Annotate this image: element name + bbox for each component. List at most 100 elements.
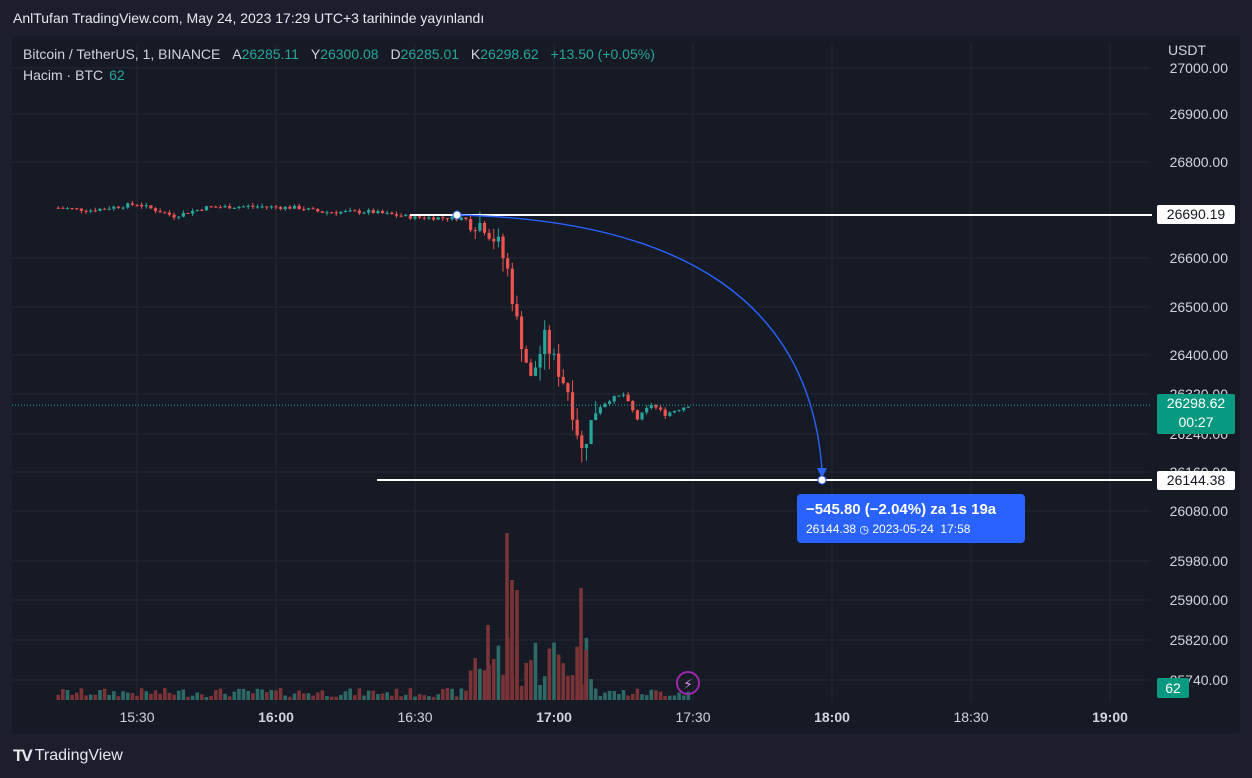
volume-bar (385, 692, 389, 700)
volume-spike (584, 650, 588, 700)
candle-body (292, 205, 297, 209)
candle-body (524, 349, 528, 363)
volume-bar (200, 694, 204, 700)
volume-bar (399, 696, 403, 700)
legend-symbol[interactable]: Bitcoin / TetherUS, 1, BINANCE (23, 46, 221, 62)
measure-arrowhead (817, 468, 827, 478)
x-tick-label: 16:30 (397, 709, 432, 725)
candle-body (413, 216, 417, 219)
volume-bar (70, 694, 74, 700)
volume-bar (491, 659, 496, 700)
volume-bar (93, 694, 98, 700)
volume-bar (348, 688, 352, 700)
volume-spike (505, 533, 509, 700)
volume-bar (431, 696, 436, 700)
volume-bar (269, 689, 274, 700)
volume-bar (575, 646, 579, 700)
candle-body (316, 208, 320, 212)
candle-body (594, 413, 598, 421)
volume-bar (116, 696, 121, 700)
candle-body (584, 443, 589, 448)
volume-bar (255, 688, 260, 700)
candle-body (163, 212, 167, 214)
candle-body (348, 210, 352, 212)
lightning-icon-glyph: ⚡ (683, 677, 693, 693)
legend-volume-row: Hacim · BTC 62 (23, 66, 655, 87)
volume-bar (112, 691, 116, 700)
candle-body (191, 210, 195, 214)
y-tick-label: 26080.00 (1170, 503, 1229, 519)
volume-bar (677, 692, 681, 700)
candle-body (260, 206, 264, 208)
candle-body (380, 211, 385, 214)
candle-body (631, 401, 635, 411)
lower-line-price-tag: 26144.38 (1157, 471, 1235, 490)
volume-spike (515, 590, 519, 700)
candle-body (357, 210, 361, 214)
x-tick-label: 18:00 (814, 709, 850, 725)
candle-body (265, 206, 269, 208)
volume-bar (352, 695, 357, 700)
candle-body (492, 238, 496, 242)
candle-body (362, 212, 366, 214)
candle-body (418, 216, 422, 218)
legend-ohlc-row: Bitcoin / TetherUS, 1, BINANCE A26285.11… (23, 45, 655, 66)
lightning-icon (676, 671, 700, 695)
chart-panel[interactable] (12, 36, 1240, 734)
candle-body (603, 403, 607, 408)
candle-body (478, 222, 482, 231)
candle-body (390, 212, 394, 215)
candle-body (311, 208, 315, 210)
candle-body (339, 211, 343, 214)
volume-bar (542, 676, 547, 700)
candle-body (487, 232, 491, 239)
volume-bar (74, 692, 79, 700)
legend-open-value: 26285.11 (241, 46, 299, 62)
candle-body (330, 212, 334, 214)
volume-bar (195, 692, 200, 700)
y-tick-label: 25900.00 (1170, 592, 1229, 608)
candle-body (112, 206, 116, 209)
legend-volume-label[interactable]: Hacim · BTC (23, 67, 104, 83)
candle-body (223, 206, 227, 208)
candle-body (621, 394, 626, 396)
candle-body (557, 353, 561, 377)
candle-body (515, 304, 519, 317)
volume-bar (181, 689, 186, 700)
volume-bar (427, 696, 431, 700)
publish-info: AnlTufan TradingView.com, May 24, 2023 1… (13, 10, 485, 26)
candle-body (654, 405, 658, 408)
volume-bar (441, 689, 445, 700)
candle-body (232, 207, 236, 209)
volume-bar (547, 648, 552, 700)
candle-body (464, 217, 468, 219)
volume-bar (172, 694, 176, 700)
candle-body (353, 210, 357, 212)
candle-body (496, 236, 500, 242)
volume-bar (325, 696, 329, 700)
candle-body (306, 208, 311, 210)
candle-body (279, 207, 283, 209)
volume-bar (339, 694, 343, 700)
y-tick-label: 26500.00 (1170, 299, 1229, 315)
tradingview-brand[interactable]: TV TradingView (13, 746, 123, 766)
measure-detail: 26144.38 ◷ 2023-05-24 17:58 (806, 522, 970, 536)
volume-bar (658, 691, 663, 700)
candle-body (158, 211, 162, 213)
volume-bar (209, 696, 213, 700)
candle-body (533, 367, 538, 376)
candle-body (682, 407, 686, 411)
candle-body (320, 211, 324, 213)
anchor-end (817, 475, 827, 485)
candle-body (385, 212, 389, 214)
candle-body (608, 401, 612, 404)
volume-bar (496, 645, 501, 700)
candle-body (431, 217, 436, 220)
grid (12, 44, 1150, 702)
volume-bar (278, 688, 283, 700)
candle-body (228, 206, 232, 209)
candle-body (79, 208, 83, 211)
legend-open-key: A (232, 46, 242, 62)
volume-bar (478, 668, 482, 700)
